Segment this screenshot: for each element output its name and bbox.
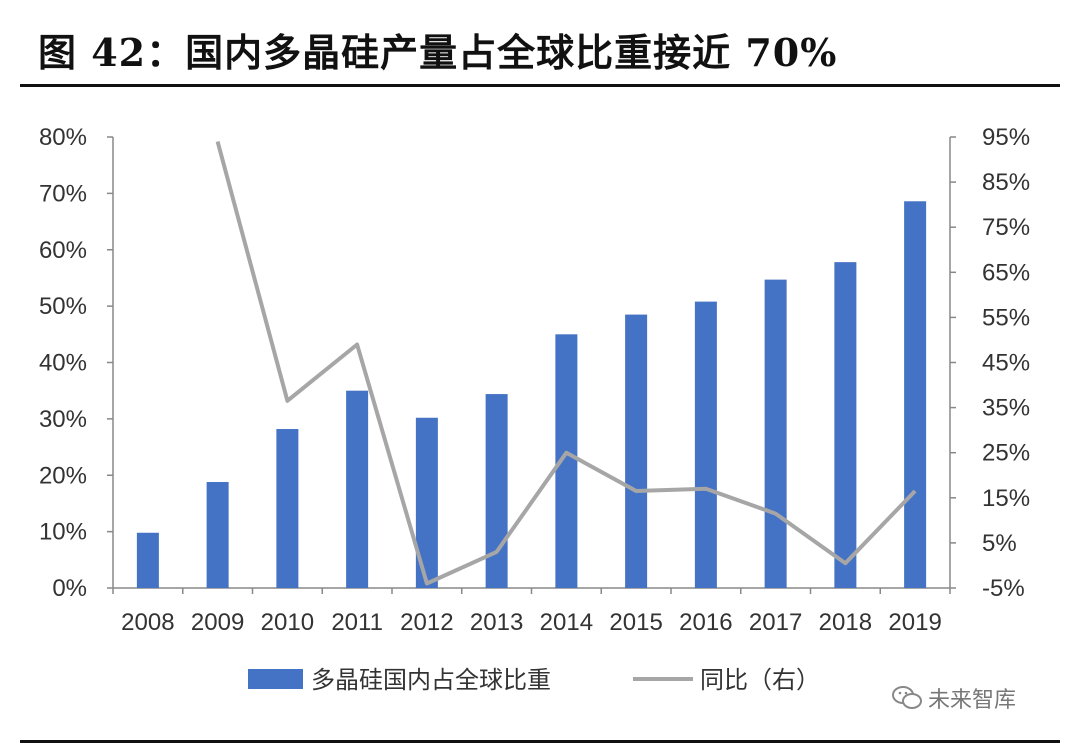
x-tick-label: 2008 [121,609,174,636]
left-tick-label: 10% [39,519,87,546]
legend: 多晶硅国内占全球比重 同比（右） [248,666,820,694]
bar-2013 [485,394,508,588]
legend-bar-swatch [248,669,303,689]
x-tick-label: 2014 [540,609,593,636]
right-tick-label: 5% [982,530,1017,557]
x-tick-label: 2019 [888,609,941,636]
left-tick-label: 0% [52,575,87,602]
bar-2016 [694,301,717,588]
right-tick-label: 55% [982,304,1030,331]
x-tick-label: 2015 [609,609,662,636]
bar-2008 [136,532,159,588]
x-tick-label: 2012 [400,609,453,636]
right-axis: -5% 5% 15% 25% 35% 45% 55% 65% 75% 85% 95% [950,124,1030,602]
right-tick-label: 85% [982,169,1030,196]
bar-series [136,201,927,588]
bar-2010 [276,429,299,588]
bar-2009 [206,482,229,588]
plot-frame [112,137,951,589]
left-tick-label: 60% [39,237,87,264]
bottom-divider [20,740,1060,743]
left-tick-label: 70% [39,180,87,207]
left-tick-label: 30% [39,406,87,433]
line-series [215,140,917,586]
bar-2015 [625,314,648,588]
x-tick-label: 2013 [470,609,523,636]
left-tick-label: 50% [39,293,87,320]
right-tick-label: 95% [982,124,1030,151]
title-divider [20,84,1060,87]
legend-bar-label: 多晶硅国内占全球比重 [311,666,551,694]
watermark: 未来智库 [892,682,1016,714]
right-tick-label: 65% [982,259,1030,286]
bar-2012 [415,417,438,588]
bar-2018 [834,262,857,588]
right-tick-label: 25% [982,440,1030,467]
right-tick-label: 75% [982,214,1030,241]
wechat-icon [892,686,922,709]
x-tick-label: 2011 [331,609,383,636]
left-tick-label: 80% [39,124,87,151]
x-tick-label: 2009 [191,609,244,636]
x-tick-label: 2010 [261,609,314,636]
bar-2014 [555,334,578,588]
left-axis: 0% 10% 20% 30% 40% 50% 60% 70% 80% [39,124,113,602]
left-tick-label: 40% [39,350,87,377]
chart-title: 图 42：国内多晶硅产量占全球比重接近 70% [38,30,838,75]
right-tick-label: 35% [982,395,1030,422]
right-tick-label: 45% [982,350,1030,377]
line-path [215,140,917,586]
x-tick-label: 2017 [749,609,802,636]
x-axis: 2008 2009 2010 2011 2012 2013 2014 2015 2016 2017… [112,588,951,636]
x-tick-label: 2018 [819,609,872,636]
watermark-text: 未来智库 [928,688,1017,713]
bar-2011 [346,390,369,588]
left-tick-label: 20% [39,462,87,489]
bar-2017 [764,279,787,588]
bar-2019 [904,201,927,588]
x-tick-label: 2016 [679,609,732,636]
right-tick-label: -5% [982,575,1025,602]
legend-line-label: 同比（右） [700,666,820,694]
right-tick-label: 15% [982,485,1030,512]
